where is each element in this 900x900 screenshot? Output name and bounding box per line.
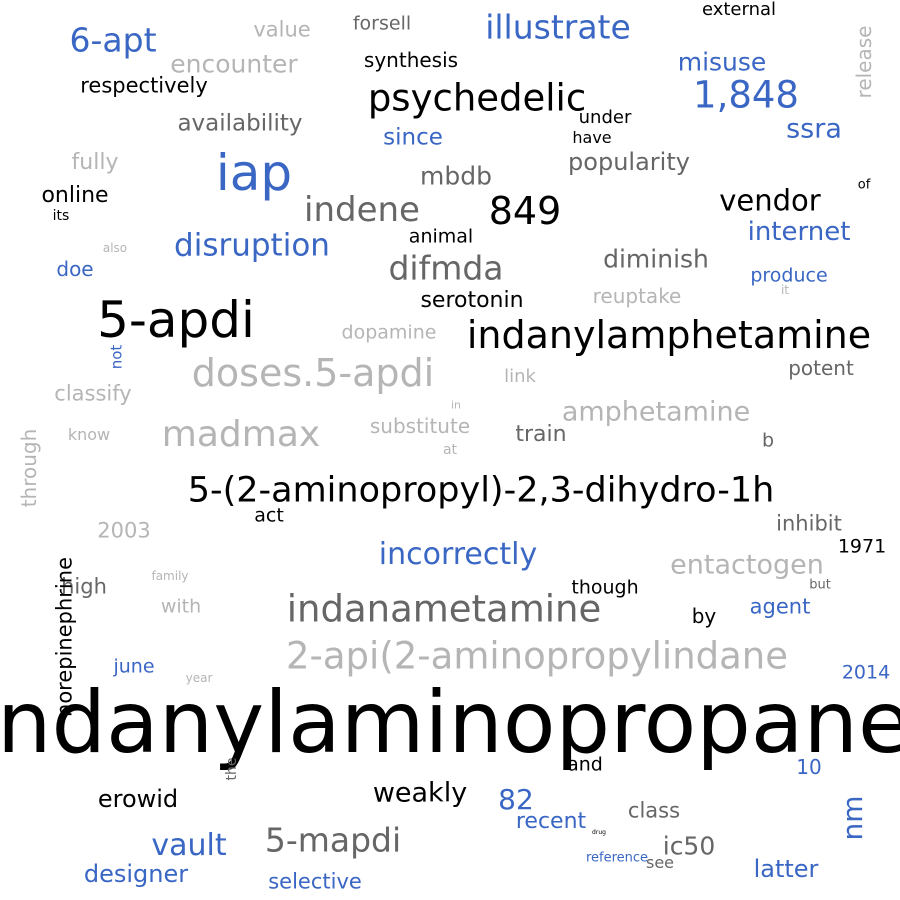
word-indanylamphetamine: indanylamphetamine	[466, 313, 872, 357]
word-dopamine: dopamine	[341, 321, 437, 344]
word-10: 10	[796, 755, 822, 779]
word-5-mapdi: 5-mapdi	[264, 820, 402, 860]
word-difmda: difmda	[388, 248, 504, 288]
word-substitute: substitute	[369, 414, 471, 438]
word-of: of	[857, 177, 871, 193]
word-release: release	[852, 25, 876, 99]
word-entactogen: entactogen	[670, 549, 824, 581]
word-availability: availability	[177, 110, 303, 137]
word-disruption: disruption	[174, 227, 330, 264]
word-drug: drug	[592, 829, 606, 836]
word-under: under	[578, 107, 632, 128]
word-with: with	[160, 595, 202, 618]
word-recent: recent	[515, 809, 587, 834]
word-class: class	[627, 798, 681, 823]
word-see: see	[645, 853, 675, 872]
word-diminish: diminish	[603, 244, 709, 274]
word-ic50: ic50	[662, 831, 716, 861]
word-2003: 2003	[97, 518, 151, 543]
word-5-2-aminopropyl-2-3-dihydro-1h: 5-(2-aminopropyl)-2,3-dihydro-1h	[187, 470, 775, 511]
word-popularity: popularity	[568, 148, 690, 176]
word-serotonin: serotonin	[420, 288, 524, 313]
word-incorrectly: incorrectly	[378, 537, 538, 572]
word-act: act	[254, 504, 284, 527]
word-6-apt: 6-apt	[69, 20, 157, 60]
word-in: in	[450, 398, 462, 412]
word-animal: animal	[408, 225, 474, 248]
word-potent: potent	[788, 356, 854, 380]
word-year: year	[185, 671, 213, 685]
word-designer: designer	[83, 860, 189, 888]
word-agent: agent	[749, 594, 811, 619]
word-it: it	[780, 283, 790, 297]
word-amphetamine: amphetamine	[561, 396, 751, 428]
word-selective: selective	[268, 869, 362, 894]
word-inhibit: inhibit	[776, 511, 842, 536]
word-erowid: erowid	[97, 785, 179, 813]
word-indene: indene	[304, 190, 420, 230]
word-family: family	[151, 569, 189, 583]
word-high: high	[61, 574, 107, 599]
word-2014: 2014	[841, 661, 891, 684]
word-not: not	[107, 344, 126, 370]
word-have: have	[572, 128, 612, 147]
word-though: though	[571, 576, 639, 599]
word-misuse: misuse	[677, 47, 767, 77]
word-but: but	[809, 577, 831, 593]
word-link: link	[504, 366, 536, 387]
word-at: at	[442, 442, 458, 458]
word-82: 82	[498, 783, 534, 816]
word-forsell: forsell	[352, 12, 412, 35]
word-by: by	[691, 604, 717, 628]
word-1-848: 1,848	[693, 73, 799, 117]
word-respectively: respectively	[80, 73, 208, 98]
word-since: since	[383, 124, 443, 151]
word-know: know	[67, 425, 111, 444]
word-reuptake: reuptake	[592, 284, 682, 308]
word-2-api-2-aminopropylindane: 2-api(2-aminopropylindane	[285, 634, 789, 678]
word-nm: nm	[836, 795, 869, 841]
word-vault: vault	[151, 828, 227, 863]
word-iap: iap	[215, 144, 293, 202]
word-5-apdi: 5-apdi	[97, 291, 255, 349]
word-mbdb: mbdb	[420, 161, 492, 191]
word-encounter: encounter	[170, 49, 298, 79]
word-online: online	[41, 183, 109, 208]
word-also: also	[102, 241, 128, 255]
word-illustrate: illustrate	[485, 7, 631, 47]
word-849: 849	[488, 189, 562, 233]
word-madmax: madmax	[161, 414, 321, 455]
word-reference: reference	[585, 850, 649, 866]
word-value: value	[253, 17, 311, 42]
word-latter: latter	[753, 855, 819, 883]
word-produce: produce	[750, 264, 828, 287]
word-train: train	[515, 422, 567, 447]
word-psychedelic: psychedelic	[367, 76, 587, 120]
word-indanylaminopropane: indanylaminopropane	[0, 673, 900, 773]
word-internet: internet	[747, 217, 851, 247]
word-vendor: vendor	[719, 183, 821, 218]
word-indanametamine: indanametamine	[286, 587, 602, 631]
word-b: b	[761, 429, 775, 452]
word-synthesis: synthesis	[363, 48, 459, 72]
word-doses-5-apdi: doses.5-apdi	[191, 351, 435, 395]
word-through: through	[17, 428, 41, 508]
word-1971: 1971	[837, 535, 887, 558]
word-classify: classify	[54, 381, 132, 406]
word-and: and	[567, 753, 603, 776]
word-june: june	[113, 655, 155, 678]
word-doe: doe	[56, 257, 94, 281]
word-external: external	[701, 0, 777, 20]
word-norepinephrine: norepinephrine	[52, 557, 77, 717]
word-ssra: ssra	[786, 113, 842, 145]
word-fully: fully	[71, 150, 119, 175]
word-weakly: weakly	[372, 777, 468, 809]
word-the: the	[224, 757, 240, 781]
word-its: its	[52, 208, 70, 224]
